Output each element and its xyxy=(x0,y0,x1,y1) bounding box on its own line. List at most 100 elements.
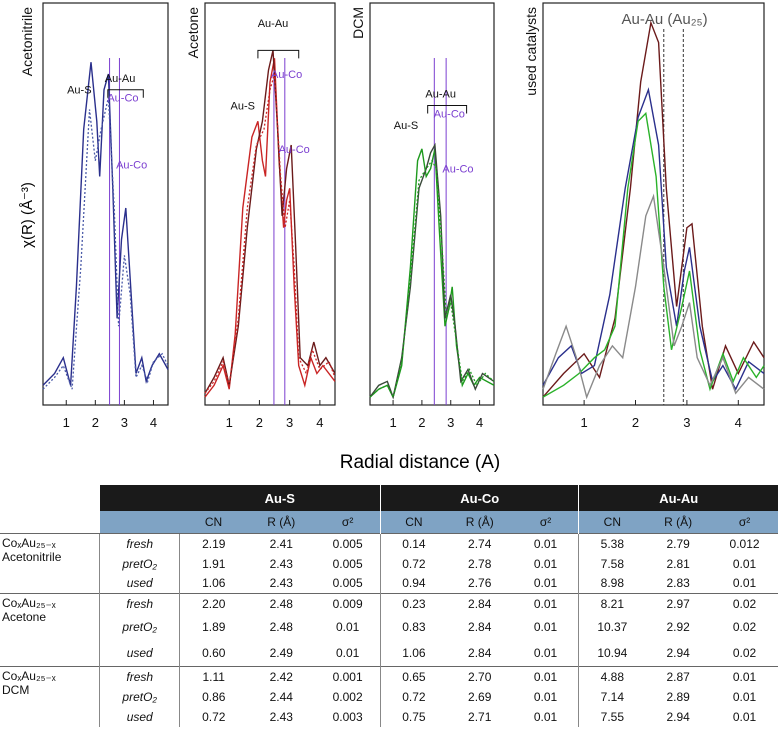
series-line xyxy=(369,159,495,399)
value-cell: 0.01 xyxy=(512,666,579,687)
fit-results-table: Au-S Au-Co Au-Au CN R (Å) σ² CN R (Å) σ² CN R (Å) σ… xyxy=(0,485,778,727)
peak-annotation: Au-S xyxy=(231,101,255,113)
value-cell: 2.42 xyxy=(247,666,316,687)
value-cell: 0.009 xyxy=(315,593,381,614)
peak-annotation: Au-S xyxy=(67,85,91,97)
sample-formula: CoₓAu₂₅₋ₓ xyxy=(2,536,56,550)
value-cell: 2.48 xyxy=(269,620,293,634)
value-cell: 2.43 xyxy=(269,556,293,571)
table-row: CoₓAu₂₅₋ₓ Acetonitrile fresh 2.19 2.41 0.005 0… xyxy=(0,533,778,594)
x-tick-label: 1 xyxy=(226,415,233,430)
value-cell: 8.98 xyxy=(578,573,646,594)
x-tick-label: 4 xyxy=(735,415,742,430)
x-tick-label: 3 xyxy=(683,415,690,430)
sample-formula: CoₓAu₂₅₋ₓ xyxy=(2,596,56,610)
header-corner xyxy=(0,485,100,511)
panel-title: Au-Au (Au₂₅) xyxy=(622,11,708,28)
value-cell: 2.43 xyxy=(269,709,293,724)
value-cell: 0.02 xyxy=(732,646,757,661)
panel-frame xyxy=(204,2,336,406)
subheader-cell: σ² xyxy=(315,511,381,534)
y-axis-label: χ(R) (Å⁻³) xyxy=(19,182,36,248)
value-cell: 0.005 xyxy=(315,533,381,554)
condition-cell: pretO₂ xyxy=(99,613,180,641)
value-cell: 2.87 xyxy=(645,666,712,687)
value-cell: 0.01 xyxy=(533,646,558,661)
value-cell: 0.02 xyxy=(732,620,757,634)
group-header-au-co: Au-Co xyxy=(380,485,579,511)
value-cell: 0.01 xyxy=(533,689,558,704)
subheader-cell: σ² xyxy=(711,511,778,534)
peak-annotation: Au-Co xyxy=(279,144,310,156)
value-cell: 0.72 xyxy=(179,706,248,727)
table-row: used 1.06 2.43 0.005 0.94 2.76 0.01 8.98 2.83 0.0… xyxy=(0,573,778,594)
value-cell: 2.43 xyxy=(269,576,293,591)
series-line xyxy=(542,87,765,391)
panel-1: Acetonitrile 1 2 3 4 Au-S Au-Au Au-Co Au-Co xyxy=(19,2,169,430)
series-line xyxy=(204,58,336,398)
panel-frame xyxy=(42,2,169,406)
sample-solvent: DCM xyxy=(2,683,30,697)
value-cell: 2.84 xyxy=(446,593,513,614)
x-tick-label: 3 xyxy=(121,415,128,430)
value-cell: 0.75 xyxy=(380,706,447,727)
table-row: used 0.72 2.43 0.003 0.75 2.71 0.01 7.55 2.94 0.0… xyxy=(0,706,778,727)
condition-cell: pretO₂ xyxy=(99,686,180,707)
value-cell: 0.012 xyxy=(711,533,778,554)
value-cell: 5.38 xyxy=(578,533,646,554)
x-tick-label: 4 xyxy=(476,415,483,430)
peak-annotation: Au-Co xyxy=(116,160,147,172)
subheader-corner xyxy=(0,511,100,534)
value-cell: 4.88 xyxy=(578,666,646,687)
value-cell: 2.84 xyxy=(468,646,492,661)
value-cell: 2.94 xyxy=(666,709,690,724)
fit-results-table-wrap: Au-S Au-Co Au-Au CN R (Å) σ² CN R (Å) σ² CN R (Å) σ… xyxy=(0,485,778,727)
value-cell: 2.44 xyxy=(269,689,293,704)
x-tick-label: 1 xyxy=(580,415,587,430)
value-cell: 2.19 xyxy=(179,533,248,554)
value-cell: 2.71 xyxy=(468,709,492,724)
condition-cell: fresh xyxy=(99,666,180,687)
condition-cell: fresh xyxy=(99,533,180,554)
group-header-au-s: Au-S xyxy=(179,485,381,511)
condition-cell: used xyxy=(99,640,180,667)
panel-label: Acetonitrile xyxy=(19,7,35,76)
value-cell: 2.78 xyxy=(468,556,492,571)
condition-cell: used xyxy=(99,706,180,727)
peak-annotation: Au-Au xyxy=(105,73,136,85)
value-cell: 0.01 xyxy=(335,620,360,634)
subheader-cell: CN xyxy=(578,511,646,534)
value-cell: 0.005 xyxy=(332,576,363,591)
table-row: pretO₂ 0.86 2.44 0.002 0.72 2.69 0.01 7.14 2.89 0… xyxy=(0,686,778,707)
value-cell: 1.91 xyxy=(179,553,248,574)
value-cell: 0.01 xyxy=(533,556,558,571)
value-cell: 0.01 xyxy=(732,556,757,571)
x-tick-label: 1 xyxy=(389,415,396,430)
value-cell: 1.89 xyxy=(179,613,248,641)
sample-solvent: Acetonitrile xyxy=(2,550,62,564)
value-cell: 0.01 xyxy=(533,620,558,634)
series-line xyxy=(542,193,765,400)
value-cell: 0.001 xyxy=(315,666,381,687)
value-cell: 0.01 xyxy=(732,689,757,704)
condition-cell: used xyxy=(99,573,180,594)
value-cell: 2.94 xyxy=(666,646,690,661)
subheader-blank xyxy=(99,511,180,534)
panel-label: used catalysts xyxy=(523,7,539,96)
value-cell: 0.01 xyxy=(335,646,360,661)
sample-name-cell: CoₓAu₂₅₋ₓ DCM xyxy=(0,666,100,727)
panel-frame xyxy=(542,2,765,406)
panel-3: DCM 1 2 3 4 Au-Au Au-S Au-Co Au-Co xyxy=(350,2,495,430)
table-row: pretO₂ 1.91 2.43 0.005 0.72 2.78 0.01 7.58 2.81 0… xyxy=(0,553,778,574)
panel-frame xyxy=(369,2,495,406)
value-cell: 0.01 xyxy=(533,709,558,724)
x-tick-label: 4 xyxy=(316,415,323,430)
bracket-au-au xyxy=(107,89,144,98)
peak-annotation: Au-Au xyxy=(425,89,456,101)
x-tick-label: 4 xyxy=(150,415,157,430)
value-cell: 0.23 xyxy=(380,593,447,614)
value-cell: 2.70 xyxy=(446,666,513,687)
panel-label: DCM xyxy=(350,7,366,39)
panel-4: used catalysts 1 2 3 4 Au-Au (Au₂₅) xyxy=(523,2,765,430)
